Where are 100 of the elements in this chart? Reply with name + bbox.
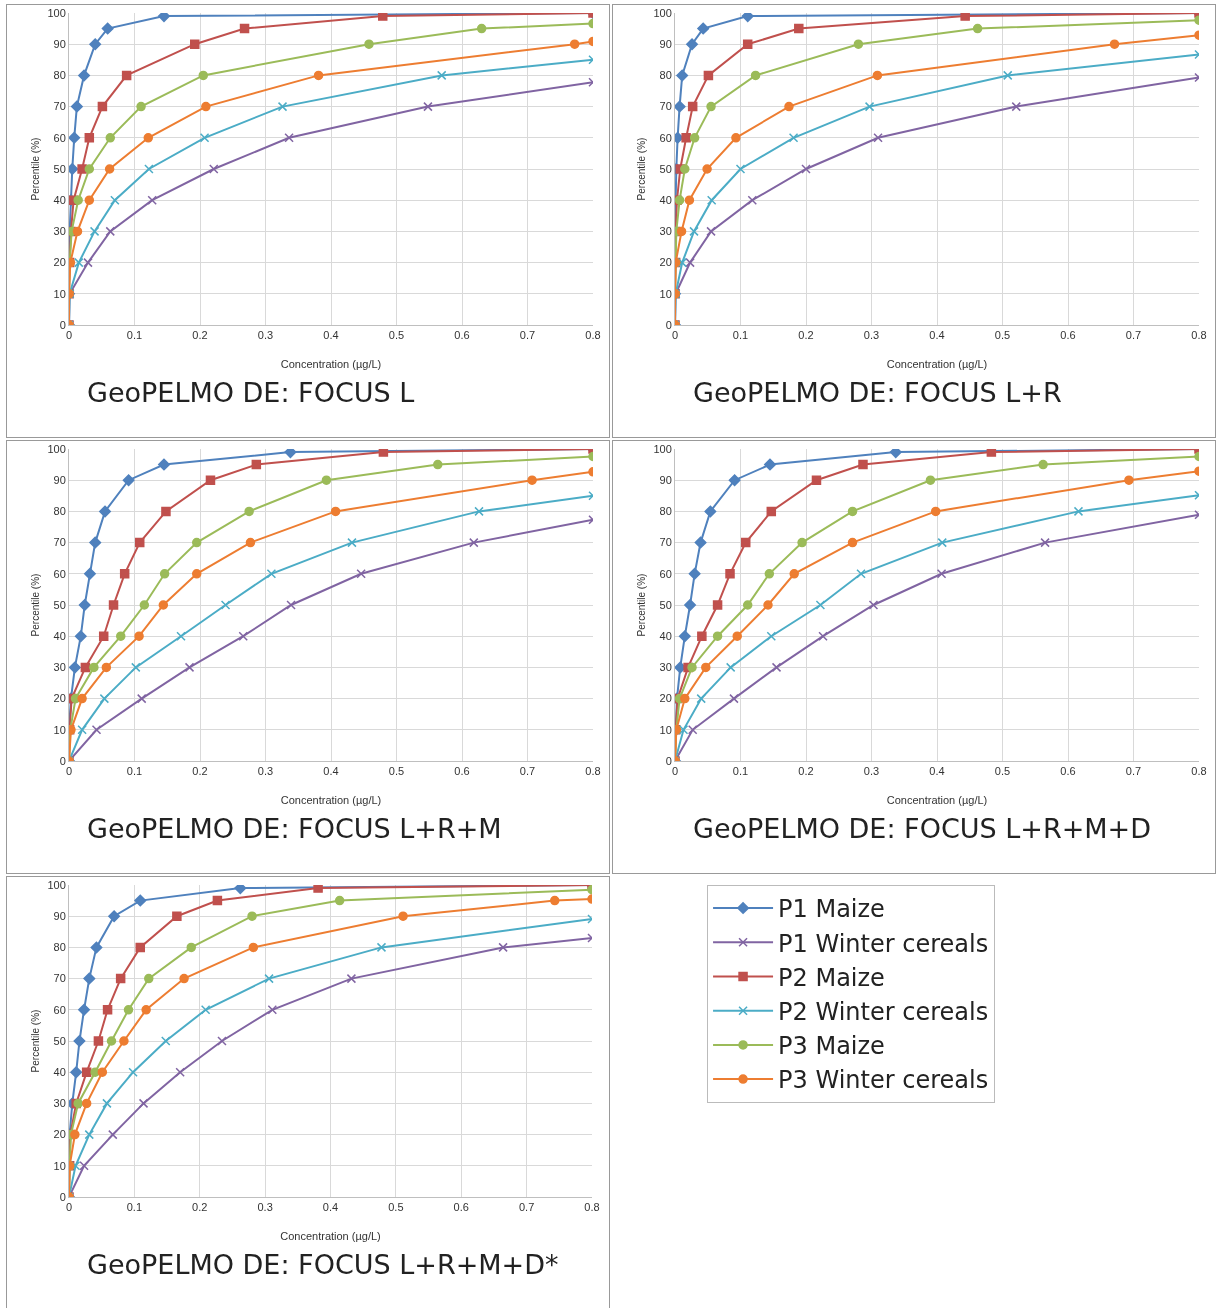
x-tick-label: 0.4 bbox=[929, 765, 945, 778]
text: GeoPELMO DE: FOCUS L+R+M bbox=[87, 813, 502, 844]
y-axis-title: Percentile (%) bbox=[30, 573, 41, 637]
y-tick-label: 50 bbox=[53, 598, 66, 611]
x-tick-label: 0.8 bbox=[584, 1201, 600, 1214]
y-tick-label: 100 bbox=[47, 6, 66, 19]
y-tick-label: 100 bbox=[47, 442, 66, 455]
x-tick-label: 0.2 bbox=[798, 329, 814, 342]
text: GeoPELMO DE: FOCUS L+R bbox=[693, 377, 1062, 408]
y-tick-label: 30 bbox=[53, 225, 66, 238]
y-tick-label: 10 bbox=[53, 1159, 66, 1172]
x-tick-label: 0.7 bbox=[518, 1201, 535, 1214]
x-tick-label: 0.7 bbox=[519, 765, 536, 778]
x-tick-label: 0.4 bbox=[929, 329, 945, 342]
x-tick-label: 0.1 bbox=[126, 329, 143, 342]
y-tick-label: 100 bbox=[653, 442, 672, 455]
x-axis-title: Concentration (µg/L) bbox=[280, 358, 382, 370]
y-tick-label: 0 bbox=[665, 754, 672, 767]
y-tick-label: 90 bbox=[53, 910, 66, 923]
y-axis-title: Percentile (%) bbox=[636, 137, 647, 201]
y-tick-label: 20 bbox=[53, 1128, 66, 1141]
x-tick-label: 0.3 bbox=[257, 329, 274, 342]
y-tick-label: 0 bbox=[59, 754, 66, 767]
y-tick-label: 10 bbox=[659, 723, 672, 736]
x-tick-label: 0.5 bbox=[994, 765, 1011, 778]
x-tick-label: 0.7 bbox=[519, 329, 536, 342]
x-tick-label: 0.6 bbox=[453, 1201, 469, 1214]
x-tick-label: 0.3 bbox=[863, 329, 880, 342]
x-tick-label: 0.6 bbox=[454, 329, 470, 342]
y-tick-label: 40 bbox=[53, 194, 66, 207]
y-axis-title: Percentile (%) bbox=[636, 573, 647, 637]
x-axis-title: Concentration (µg/L) bbox=[280, 1230, 381, 1242]
y-tick-label: 70 bbox=[659, 100, 672, 113]
x-tick-label: 0.4 bbox=[323, 329, 339, 342]
y-tick-label: 20 bbox=[53, 256, 66, 269]
y-tick-label: 40 bbox=[53, 630, 66, 643]
y-tick-label: 20 bbox=[659, 692, 672, 705]
y-tick-label: 40 bbox=[53, 1066, 66, 1079]
y-tick-label: 40 bbox=[659, 630, 672, 643]
x-axis-title: Concentration (µg/L) bbox=[886, 358, 988, 370]
y-tick-label: 80 bbox=[53, 941, 66, 954]
x-axis-title: Concentration (µg/L) bbox=[280, 794, 382, 806]
y-tick-label: 60 bbox=[53, 131, 66, 144]
x-tick-label: 0.6 bbox=[1060, 329, 1076, 342]
y-tick-label: 60 bbox=[53, 567, 66, 580]
x-tick-label: 0.7 bbox=[1125, 765, 1142, 778]
x-tick-label: 0.1 bbox=[732, 329, 749, 342]
y-tick-label: 20 bbox=[659, 256, 672, 269]
y-tick-label: 60 bbox=[659, 131, 672, 144]
legend-label: P3 Maize bbox=[778, 1032, 885, 1061]
x-tick-label: 0.5 bbox=[994, 329, 1011, 342]
y-tick-label: 50 bbox=[53, 1034, 66, 1047]
y-tick-label: 90 bbox=[53, 474, 66, 487]
y-tick-label: 30 bbox=[659, 661, 672, 674]
y-tick-label: 10 bbox=[53, 287, 66, 300]
y-tick-label: 60 bbox=[53, 1003, 66, 1016]
x-tick-label: 0.7 bbox=[1125, 329, 1142, 342]
y-axis-title: Percentile (%) bbox=[30, 137, 41, 201]
y-tick-label: 50 bbox=[659, 598, 672, 611]
text: GeoPELMO DE: FOCUS L bbox=[87, 377, 415, 408]
x-tick-label: 0.2 bbox=[192, 765, 208, 778]
x-tick-label: 0.4 bbox=[323, 765, 339, 778]
y-tick-label: 80 bbox=[53, 69, 66, 82]
y-tick-label: 100 bbox=[653, 6, 672, 19]
y-tick-label: 0 bbox=[665, 318, 672, 331]
x-tick-label: 0.8 bbox=[1191, 765, 1207, 778]
legend-label: P2 Maize bbox=[778, 963, 885, 992]
x-tick-label: 0.6 bbox=[454, 765, 470, 778]
x-axis-title: Concentration (µg/L) bbox=[886, 794, 988, 806]
y-tick-label: 70 bbox=[53, 972, 66, 985]
x-tick-label: 0.1 bbox=[126, 765, 143, 778]
y-tick-label: 30 bbox=[659, 225, 672, 238]
y-tick-label: 100 bbox=[47, 878, 66, 891]
y-tick-label: 70 bbox=[659, 536, 672, 549]
y-axis-title: Percentile (%) bbox=[30, 1009, 41, 1073]
y-tick-label: 80 bbox=[659, 505, 672, 518]
y-tick-label: 20 bbox=[53, 692, 66, 705]
x-tick-label: 0.2 bbox=[798, 765, 814, 778]
text: GeoPELMO DE: FOCUS L+R+M+D bbox=[693, 813, 1151, 844]
x-tick-label: 0.2 bbox=[192, 329, 208, 342]
y-tick-label: 0 bbox=[59, 1190, 66, 1203]
y-tick-label: 10 bbox=[659, 287, 672, 300]
y-tick-label: 40 bbox=[659, 194, 672, 207]
x-tick-label: 0.8 bbox=[1191, 329, 1207, 342]
legend-label: P3 Winter cereals bbox=[778, 1066, 989, 1095]
y-tick-label: 80 bbox=[53, 505, 66, 518]
y-tick-label: 0 bbox=[59, 318, 66, 331]
y-tick-label: 70 bbox=[53, 100, 66, 113]
x-tick-label: 0.5 bbox=[388, 765, 405, 778]
x-tick-label: 0.3 bbox=[863, 765, 880, 778]
y-tick-label: 30 bbox=[53, 661, 66, 674]
y-tick-label: 10 bbox=[53, 723, 66, 736]
y-tick-label: 90 bbox=[659, 474, 672, 487]
x-tick-label: 0.2 bbox=[192, 1201, 208, 1214]
y-tick-label: 90 bbox=[53, 38, 66, 51]
x-tick-label: 0.4 bbox=[322, 1201, 339, 1214]
x-tick-label: 0.1 bbox=[732, 765, 749, 778]
legend-label: P2 Winter cereals bbox=[778, 998, 989, 1027]
legend-label: P1 Winter cereals bbox=[778, 929, 989, 958]
x-tick-label: 0.1 bbox=[126, 1201, 143, 1214]
